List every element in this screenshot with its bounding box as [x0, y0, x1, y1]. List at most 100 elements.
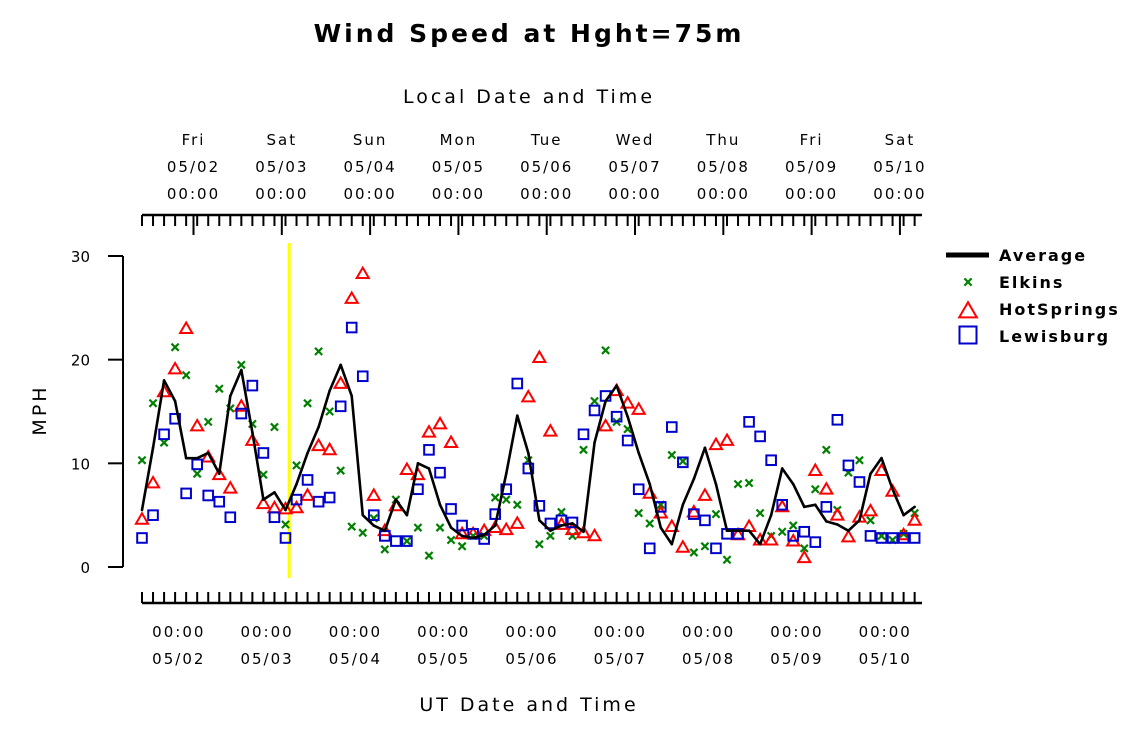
elkins-point: [170, 342, 180, 352]
elkins-point: [159, 438, 169, 447]
lewisburg-point: [632, 483, 645, 496]
lewisburg-point: [710, 542, 722, 555]
lewisburg-point: [136, 532, 148, 544]
local-tick-date-label: 05/03: [255, 158, 308, 176]
average-line-segment: [637, 451, 652, 486]
average-line-segment: [151, 379, 166, 450]
average-line-segment: [825, 520, 839, 526]
legend-item-average: Average: [946, 246, 1085, 265]
lewisburg-point: [202, 489, 215, 502]
average-line-segment: [173, 399, 188, 460]
lewisburg-point: [699, 514, 711, 527]
lewisburg-point: [853, 476, 866, 488]
average-line-segment: [880, 456, 894, 491]
average-line-segment: [847, 519, 861, 533]
average-line-segment: [295, 451, 309, 486]
elkins-point: [733, 479, 743, 489]
local-tick-time-label: 00:00: [785, 185, 838, 203]
lewisburg-point: [345, 321, 358, 334]
lewisburg-point: [754, 430, 766, 443]
hotsprings-point: [807, 462, 824, 476]
hotsprings-point: [520, 388, 537, 403]
ut-tick-time-label: 00:00: [682, 623, 735, 641]
hotsprings-point: [719, 432, 735, 446]
average-line-segment: [405, 462, 420, 517]
ut-tick-date-label: 05/09: [770, 650, 823, 668]
hotsprings-point: [697, 487, 713, 501]
local-tick-day-label: Fri: [182, 131, 206, 149]
hotsprings-point: [763, 532, 779, 546]
elkins-point: [236, 360, 246, 370]
average-line-segment: [317, 389, 331, 429]
elkins-point: [634, 508, 644, 518]
ut-tick-time-label: 00:00: [152, 623, 205, 641]
lewisburg-point: [787, 530, 800, 542]
y-tick-label: 20: [71, 352, 90, 370]
legend: Average Elkins HotSprings Lewisburg: [946, 246, 1118, 346]
average-line-segment: [217, 394, 232, 476]
ut-tick-date-label: 05/06: [505, 650, 558, 668]
average-line-segment: [240, 368, 254, 434]
hotsprings-point: [134, 511, 150, 525]
series-layer: [134, 265, 923, 565]
elkins-point: [446, 535, 456, 545]
lewisburg-point: [456, 519, 468, 532]
lewisburg-point: [301, 474, 314, 486]
lewisburg-point: [809, 536, 822, 548]
local-tick-time-label: 00:00: [608, 185, 661, 203]
elkins-point: [755, 508, 765, 518]
elkins-point: [855, 455, 864, 465]
average-line-segment: [306, 425, 320, 455]
elkins-point: [203, 417, 213, 427]
hotsprings-point: [399, 461, 415, 475]
hotsprings-point: [432, 415, 448, 430]
lewisburg-point: [180, 487, 192, 500]
local-tick-date-label: 05/08: [697, 158, 750, 176]
hotsprings-point: [189, 417, 205, 432]
lewisburg-point: [511, 377, 524, 390]
ut-tick-time-label: 00:00: [329, 623, 382, 641]
lewisburg-point: [577, 428, 590, 441]
lewisburg-point: [434, 466, 446, 479]
y-tick-label: 30: [71, 248, 90, 266]
lewisburg-point: [732, 528, 744, 540]
ut-tick-time-label: 00:00: [417, 623, 470, 641]
elkins-point: [181, 370, 191, 380]
lewisburg-point: [820, 501, 833, 513]
hotsprings-point: [266, 499, 283, 514]
lewisburg-point: [666, 421, 678, 433]
hotsprings-point: [862, 502, 879, 517]
hotsprings-point: [531, 349, 548, 363]
lewisburg-point: [522, 462, 535, 475]
hotsprings-point: [310, 437, 327, 452]
hotsprings-point: [686, 504, 702, 518]
hotsprings-point: [575, 524, 592, 539]
lewisburg-point: [588, 404, 601, 417]
average-line-segment: [869, 456, 883, 476]
elkins-point: [601, 345, 610, 355]
x-axis-label: UT Date and Time: [419, 694, 638, 716]
ut-tick-time-label: 00:00: [770, 623, 823, 641]
local-tick-time-label: 00:00: [697, 185, 750, 203]
average-line-segment: [538, 519, 552, 533]
average-line-segment: [140, 446, 155, 512]
ut-tick-date-label: 05/04: [329, 650, 382, 668]
legend-swatch-hotsprings: [957, 300, 979, 319]
hotsprings-point: [443, 434, 459, 448]
average-line-segment: [571, 522, 585, 534]
elkins-point: [192, 469, 202, 479]
elkins-point: [292, 461, 301, 470]
hotsprings-point: [619, 395, 636, 409]
series-lewisburg: [136, 321, 921, 555]
lewisburg-point: [390, 535, 402, 547]
elkins-point: [314, 346, 323, 356]
local-tick-day-label: Tue: [530, 131, 563, 149]
hotsprings-point: [299, 487, 316, 501]
elkins-point: [424, 551, 434, 560]
hotsprings-point: [818, 481, 835, 495]
hotsprings-point: [586, 527, 603, 542]
elkins-point: [546, 531, 555, 541]
hotsprings-point: [675, 539, 691, 553]
average-line-segment: [284, 482, 298, 512]
